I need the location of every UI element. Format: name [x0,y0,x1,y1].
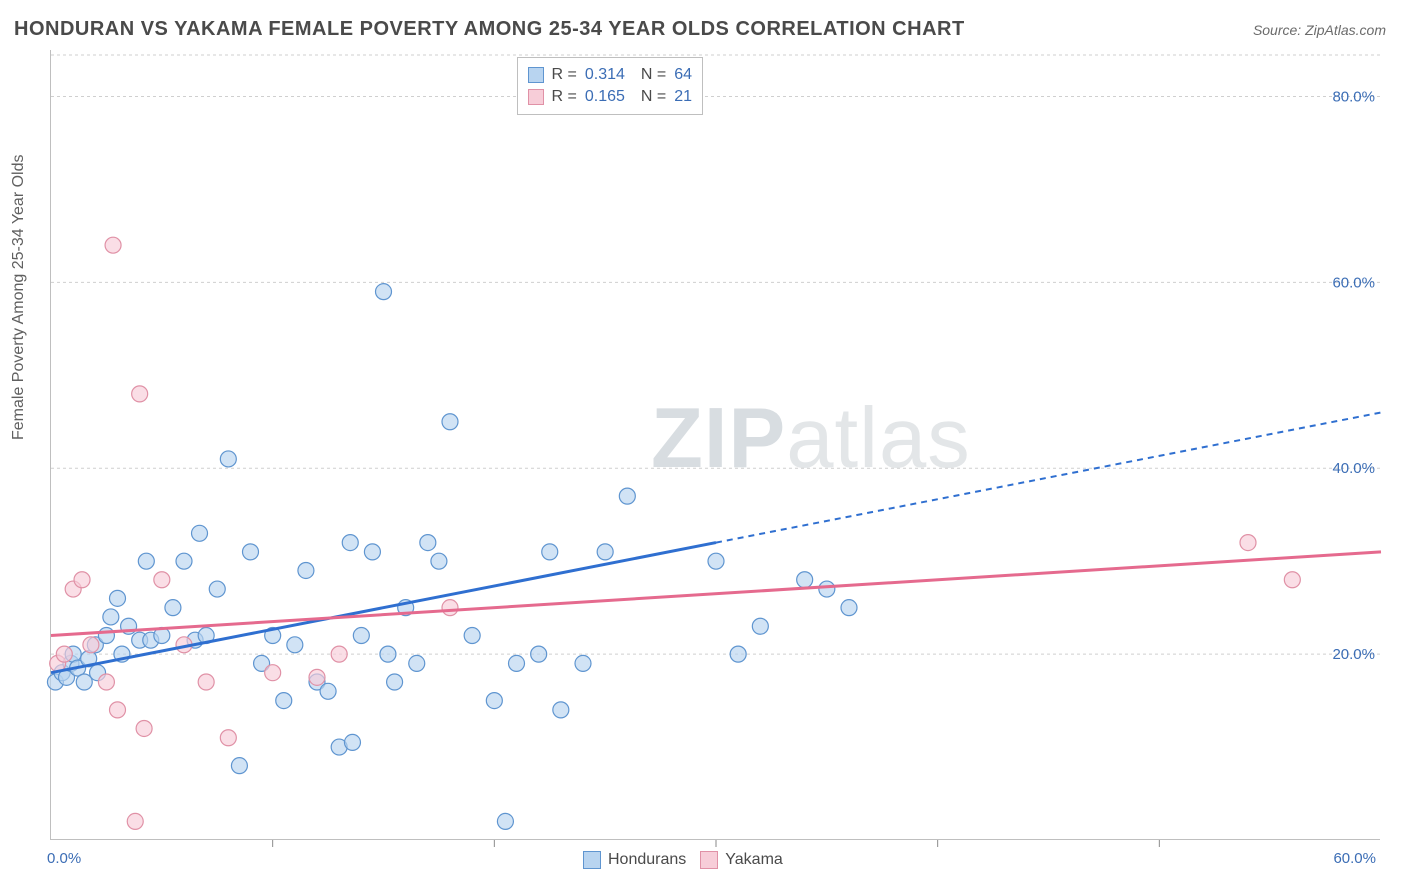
y-axis-label: Female Poverty Among 25-34 Year Olds [10,155,28,441]
legend-bottom: Hondurans Yakama [583,851,783,869]
source-prefix: Source: [1253,22,1305,38]
series-swatch [528,89,544,105]
legend-label: Yakama [725,851,783,869]
stats-row: R = 0.165 N = 21 [528,86,692,108]
plot-area: ZIPatlas 20.0%40.0%60.0%80.0% R =0.314N … [50,50,1380,840]
stats-box: R = 0.314 N = 64 R = 0.165 N = 21 [517,57,703,115]
svg-text:20.0%: 20.0% [1332,646,1375,663]
stats-r-value: 0.165 [585,86,633,108]
chart-svg: 20.0% 40.0% 60.0% 80.0% [51,50,1380,839]
stats-n-value: 21 [674,86,692,108]
series-swatch [528,67,544,83]
x-axis-label-max: 60.0% [1333,850,1376,867]
chart-container: HONDURAN VS YAKAMA FEMALE POVERTY AMONG … [0,0,1406,892]
source-attribution: Source: ZipAtlas.com [1253,22,1386,38]
chart-title: HONDURAN VS YAKAMA FEMALE POVERTY AMONG … [14,18,965,41]
stats-row: R = 0.314 N = 64 [528,64,692,86]
legend-item: Hondurans [583,851,686,869]
stats-n-label: N = [641,64,666,86]
stats-r-label: R = [552,64,577,86]
stats-r-value: 0.314 [585,64,633,86]
legend-swatch [583,851,601,869]
svg-text:80.0%: 80.0% [1332,88,1375,105]
stats-r-label: R = [552,86,577,108]
svg-text:40.0%: 40.0% [1332,460,1375,477]
x-axis-label-min: 0.0% [47,850,81,867]
source-name: ZipAtlas.com [1305,22,1386,38]
svg-text:60.0%: 60.0% [1332,274,1375,291]
legend-swatch [700,851,718,869]
legend-item: Yakama [700,851,783,869]
stats-n-label: N = [641,86,666,108]
stats-n-value: 64 [674,64,692,86]
legend-label: Hondurans [608,851,686,869]
